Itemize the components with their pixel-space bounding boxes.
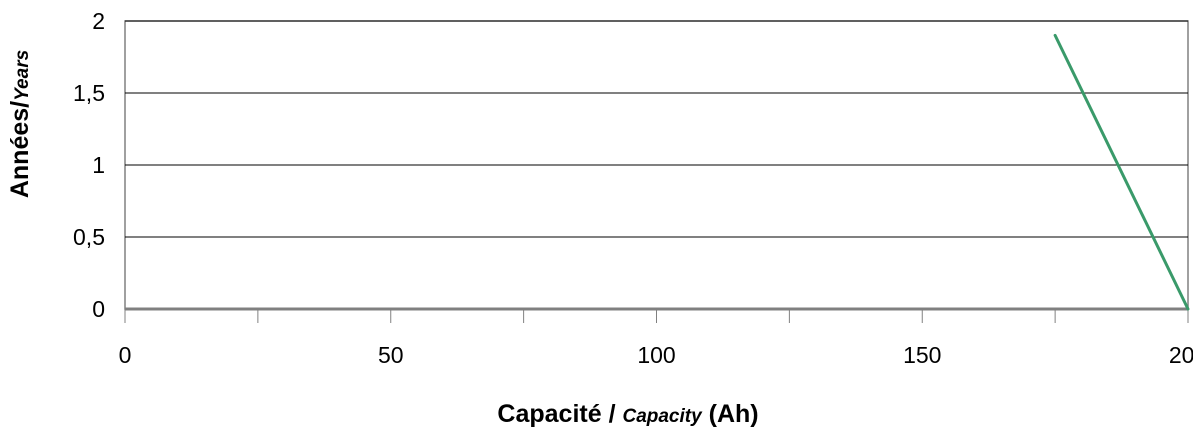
series-layer bbox=[1053, 33, 1190, 311]
x-axis-title-unit: (Ah) bbox=[702, 400, 759, 428]
x-tick-label: 200 bbox=[1169, 342, 1193, 368]
x-tick-label: 50 bbox=[378, 342, 404, 368]
x-tick-labels: 0 50 100 150 200 bbox=[119, 342, 1193, 368]
y-axis-title: Années/Years bbox=[6, 50, 34, 198]
x-tick-marks bbox=[124, 309, 1189, 323]
x-axis-title-italic: Capacity bbox=[622, 406, 703, 427]
series-line bbox=[1053, 33, 1190, 311]
y-axis-title-main: Années/ bbox=[6, 101, 34, 198]
x-tick-label: 100 bbox=[637, 342, 675, 368]
y-tick-label: 0,5 bbox=[73, 224, 105, 250]
y-tick-label: 1,5 bbox=[73, 80, 105, 106]
x-axis-title: Capacité / Capacity (Ah) bbox=[497, 400, 758, 428]
x-tick-label: 150 bbox=[903, 342, 941, 368]
y-axis-title-italic: Years bbox=[12, 50, 33, 101]
y-tick-labels: 0 0,5 1 1,5 2 bbox=[73, 8, 105, 322]
y-tick-label: 0 bbox=[92, 296, 105, 322]
y-tick-label: 1 bbox=[92, 152, 105, 178]
x-axis-title-main: Capacité / bbox=[497, 400, 622, 428]
x-tick-label: 0 bbox=[119, 342, 132, 368]
grid-lines bbox=[125, 20, 1188, 238]
y-tick-label: 2 bbox=[92, 8, 105, 34]
